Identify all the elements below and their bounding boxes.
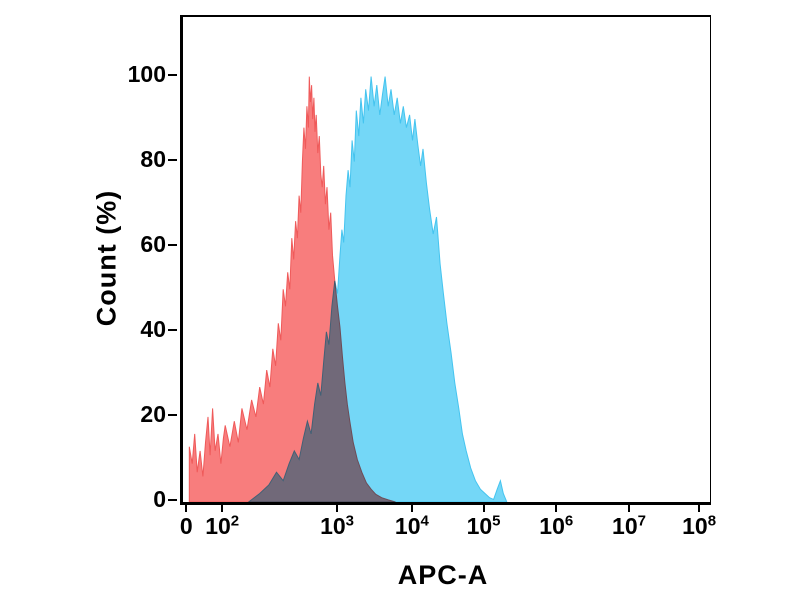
y-tick-label: 40	[140, 315, 166, 342]
x-tick	[336, 503, 339, 512]
x-tick	[482, 503, 485, 512]
x-axis-title: APC-A	[397, 560, 489, 590]
x-tick-label: 104	[394, 512, 429, 539]
y-tick-label: 80	[140, 145, 166, 172]
y-tick-label: 100	[127, 60, 166, 87]
x-tick	[628, 503, 630, 512]
y-tick	[168, 328, 177, 331]
y-tick	[168, 243, 177, 246]
y-tick	[168, 413, 177, 416]
blue-distribution-area	[247, 76, 508, 502]
y-tick-label: 60	[140, 230, 166, 257]
y-tick	[168, 158, 177, 161]
y-tick-label: 0	[153, 486, 166, 512]
x-tick-label: 103	[320, 512, 354, 539]
x-tick	[698, 503, 701, 512]
x-tick	[221, 503, 224, 512]
x-tick-label: 108	[682, 512, 717, 539]
y-axis-title: Count (%)	[91, 189, 122, 327]
y-tick	[168, 73, 177, 76]
x-tick	[410, 503, 413, 512]
x-tick-label: 107	[612, 512, 646, 539]
x-tick-label: 106	[539, 512, 574, 539]
x-tick-label: 105	[466, 512, 501, 539]
y-tick-label: 20	[140, 400, 166, 427]
x-tick-label: 0	[179, 513, 193, 539]
y-tick	[168, 499, 177, 501]
x-tick	[555, 503, 558, 512]
x-tick-label: 102	[205, 512, 240, 539]
histogram-canvas	[188, 76, 508, 502]
plot-area	[180, 15, 711, 505]
x-tick	[185, 503, 188, 512]
